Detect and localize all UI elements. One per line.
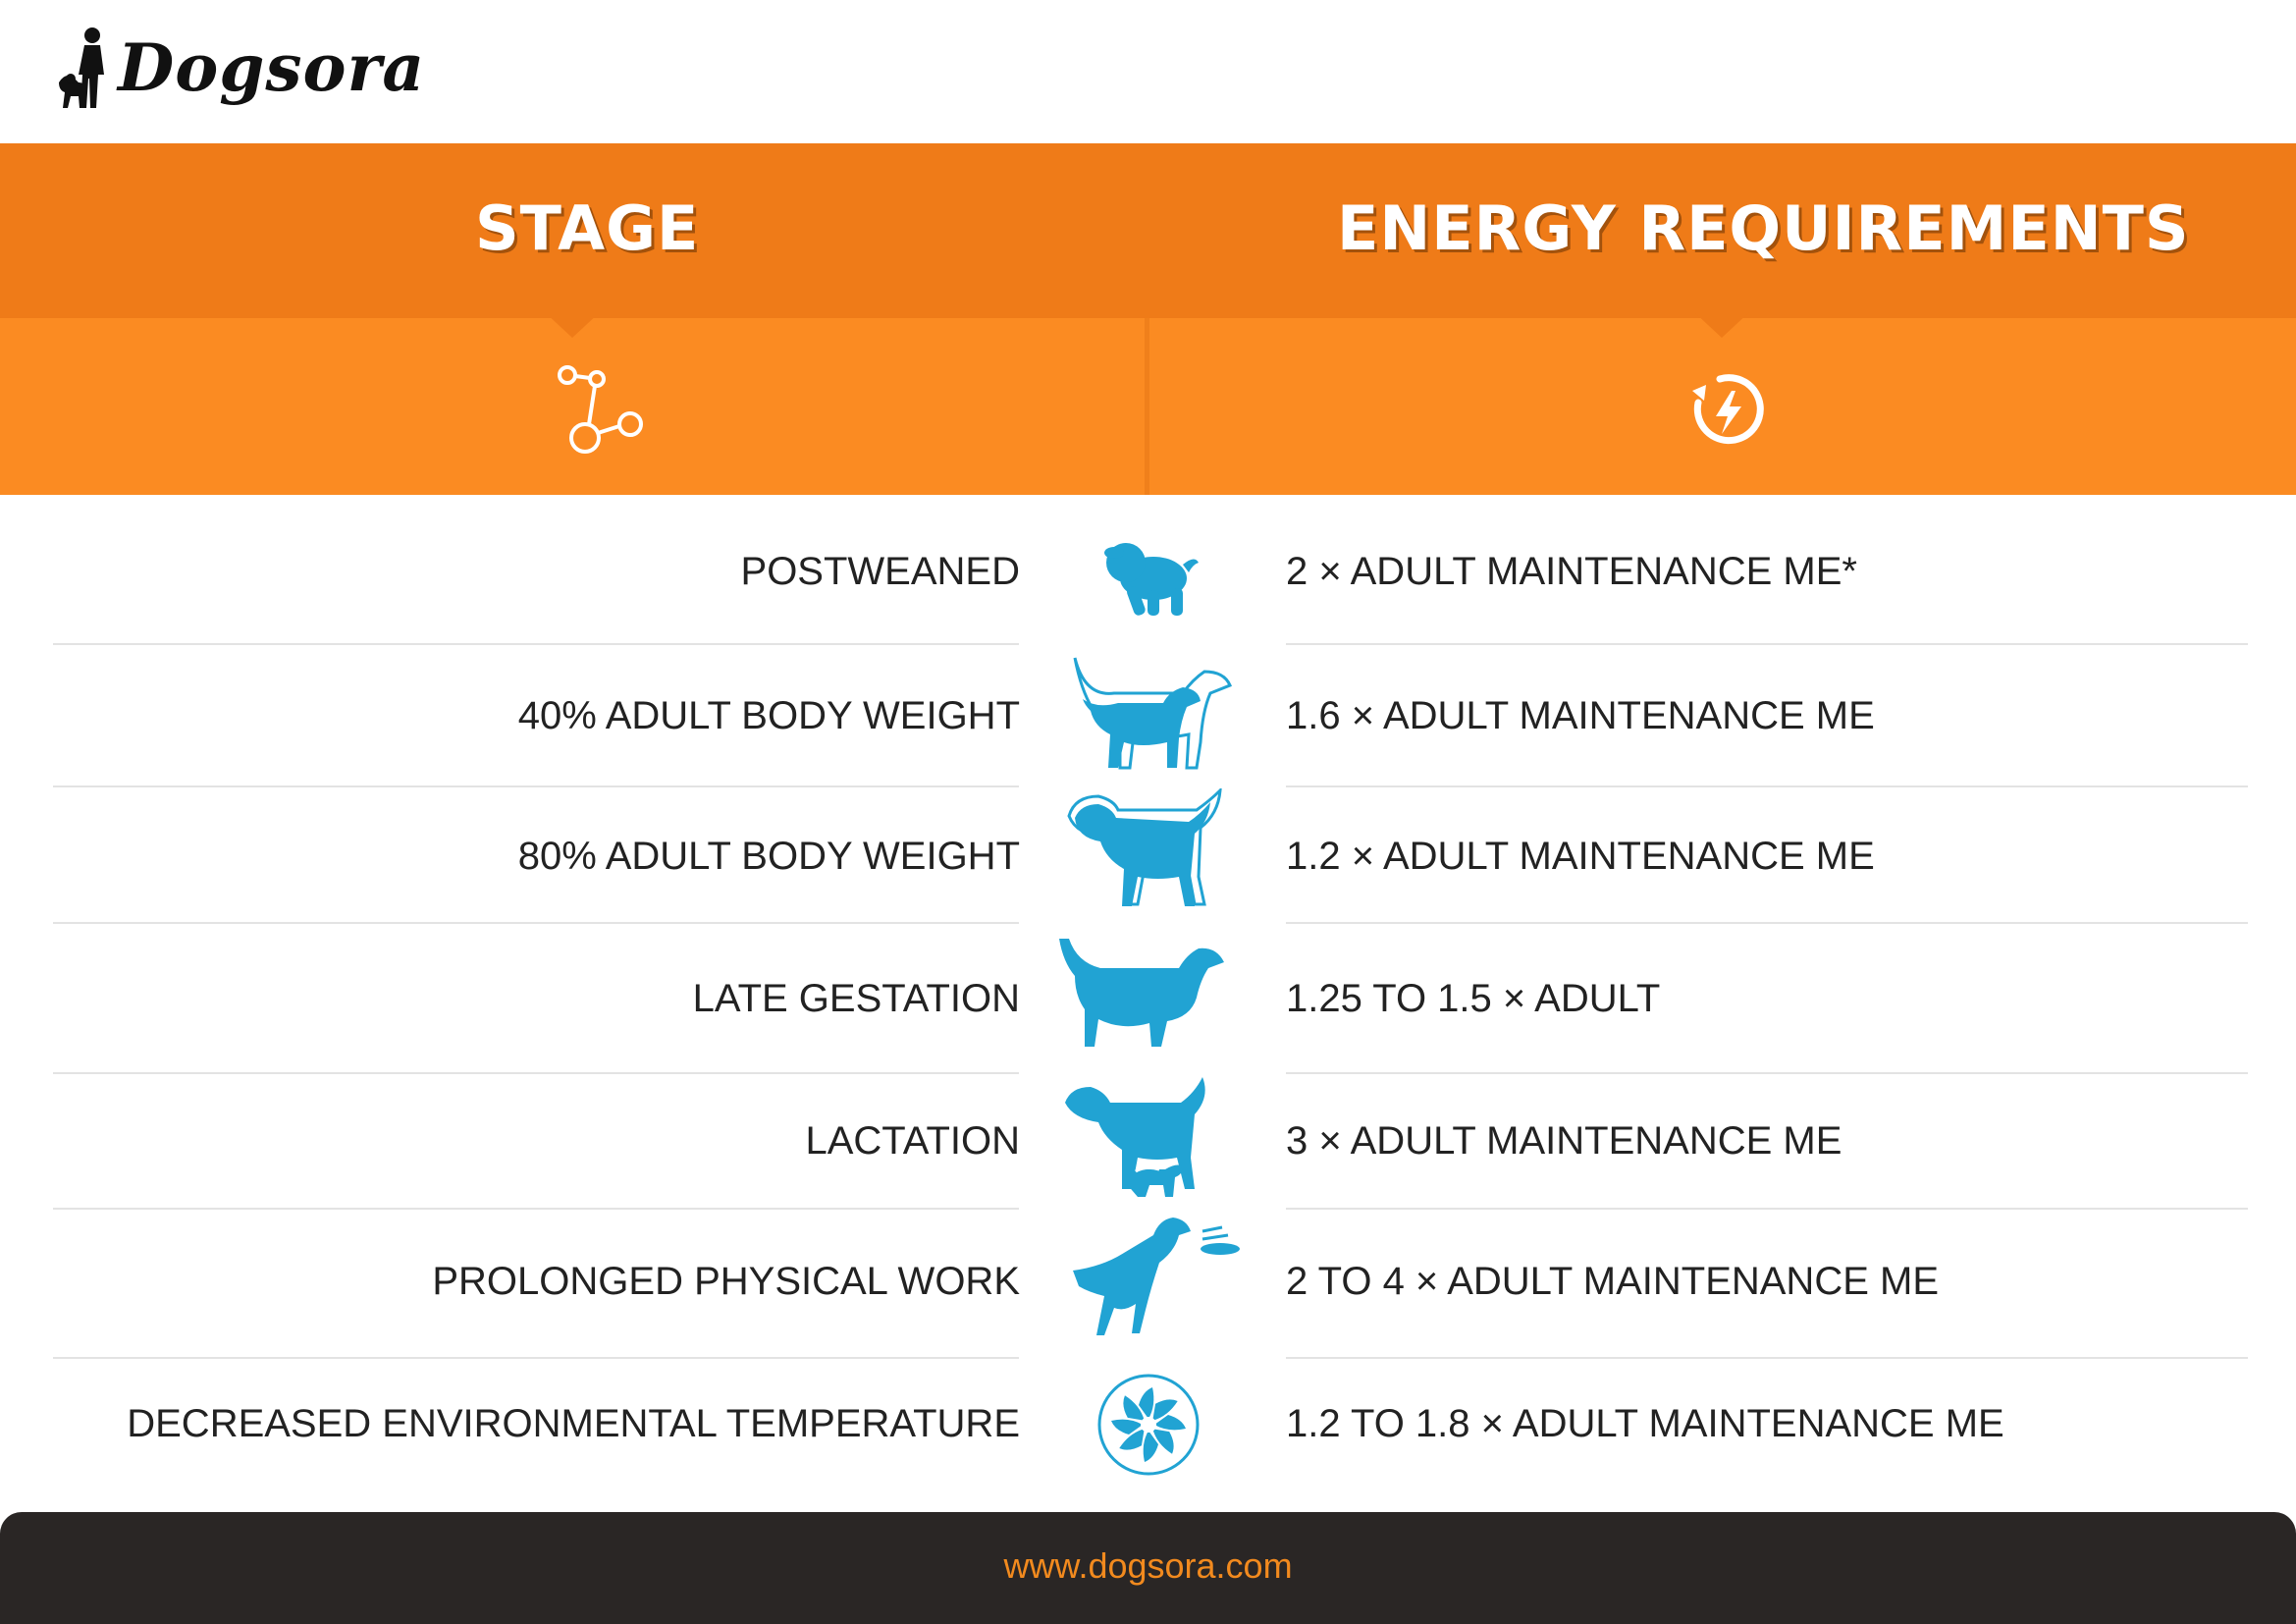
energy-value: 3 × ADULT MAINTENANCE ME [1286, 1119, 1842, 1163]
energy-cycle-icon [1692, 374, 1764, 445]
row-separator [53, 643, 1019, 645]
growing-dog-40-icon [1050, 645, 1247, 787]
stage-label: 80% ADULT BODY WEIGHT [517, 835, 1020, 878]
table-row: 40% ADULT BODY WEIGHT 1.6 × ADULT MAINTE… [0, 645, 2296, 787]
energy-value: 1.6 × ADULT MAINTENANCE ME [1286, 694, 1875, 737]
footer: www.dogsora.com [0, 1512, 2296, 1624]
energy-value: 2 × ADULT MAINTENANCE ME* [1286, 550, 1857, 593]
stage-network-icon [558, 365, 643, 454]
stage-label: POSTWEANED [740, 550, 1020, 593]
header-divider [1145, 318, 1149, 495]
stage-label: LATE GESTATION [692, 977, 1020, 1020]
jumping-dog-frisbee-icon [1050, 1211, 1247, 1353]
row-separator [1286, 1357, 2248, 1359]
energy-value: 2 TO 4 × ADULT MAINTENANCE ME [1286, 1260, 1939, 1303]
energy-value: 1.2 × ADULT MAINTENANCE ME [1286, 835, 1875, 878]
stage-label: 40% ADULT BODY WEIGHT [517, 694, 1020, 737]
row-separator [53, 785, 1019, 787]
growing-dog-80-icon [1050, 785, 1247, 928]
row-separator [1286, 643, 2248, 645]
table-row: 80% ADULT BODY WEIGHT 1.2 × ADULT MAINTE… [0, 785, 2296, 928]
row-separator [1286, 1208, 2248, 1210]
row-separator [53, 1208, 1019, 1210]
table-row: LATE GESTATION 1.25 TO 1.5 × ADULT [0, 928, 2296, 1070]
row-separator [1286, 922, 2248, 924]
puppy-icon [1050, 501, 1247, 643]
table-row: DECREASED ENVIRONMENTAL TEMPERATURE 1.2 … [0, 1353, 2296, 1495]
stage-label: PROLONGED PHYSICAL WORK [432, 1260, 1020, 1303]
energy-value: 1.2 TO 1.8 × ADULT MAINTENANCE ME [1286, 1402, 2004, 1445]
dog-walker-logo-icon [59, 27, 104, 108]
cold-temperature-icon [1050, 1353, 1247, 1495]
row-separator [1286, 1072, 2248, 1074]
table-row: POSTWEANED 2 × ADULT MAINTENANCE ME* [0, 501, 2296, 643]
brand-logo[interactable]: Dogsora [57, 24, 425, 112]
stage-column-title: STAGE [475, 192, 700, 264]
stage-label: DECREASED ENVIRONMENTAL TEMPERATURE [127, 1402, 1020, 1445]
brand-name: Dogsora [118, 29, 426, 106]
pregnant-dog-icon [1050, 928, 1247, 1070]
header-title-band [0, 143, 2296, 318]
header-notch-energy [1694, 312, 1749, 338]
header-notch-stage [545, 312, 600, 338]
table-row: PROLONGED PHYSICAL WORK 2 TO 4 × ADULT M… [0, 1211, 2296, 1353]
footer-website-link[interactable]: www.dogsora.com [1003, 1545, 1293, 1586]
stage-label: LACTATION [805, 1119, 1020, 1163]
row-separator [53, 922, 1019, 924]
energy-column-title: ENERGY REQUIREMENTS [1337, 192, 2190, 264]
row-separator [53, 1072, 1019, 1074]
nursing-dog-icon [1050, 1070, 1247, 1213]
table-row: LACTATION 3 × ADULT MAINTENANCE ME [0, 1070, 2296, 1213]
row-separator [1286, 785, 2248, 787]
row-separator [53, 1357, 1019, 1359]
energy-value: 1.25 TO 1.5 × ADULT [1286, 977, 1661, 1020]
